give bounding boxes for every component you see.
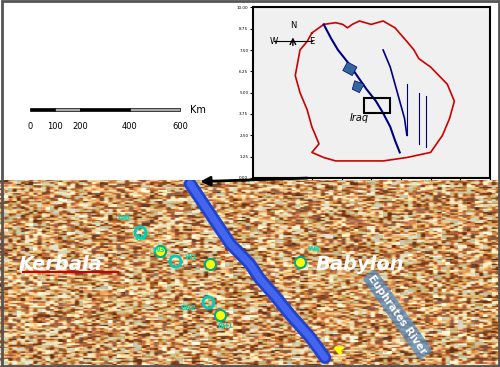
Text: N: N xyxy=(290,21,296,29)
Text: Iraq: Iraq xyxy=(350,113,369,123)
Text: W6: W6 xyxy=(118,215,130,221)
Polygon shape xyxy=(343,62,357,76)
Text: BH2: BH2 xyxy=(180,305,196,311)
Text: Kerbala: Kerbala xyxy=(18,255,102,273)
Text: 400: 400 xyxy=(122,122,138,131)
Text: 200: 200 xyxy=(72,122,88,131)
Polygon shape xyxy=(352,81,364,93)
Bar xyxy=(55,108,80,112)
Text: Euphrates River: Euphrates River xyxy=(366,273,428,356)
Text: W3: W3 xyxy=(152,247,165,253)
Bar xyxy=(80,108,130,112)
Text: W2: W2 xyxy=(135,235,147,241)
Text: 100: 100 xyxy=(47,122,63,131)
Text: E: E xyxy=(309,37,314,46)
Text: W: W xyxy=(270,37,278,46)
Text: Babylon: Babylon xyxy=(316,255,404,273)
Text: 600: 600 xyxy=(172,122,188,131)
Text: W1: W1 xyxy=(185,254,198,260)
Text: W8: W8 xyxy=(308,246,320,252)
Bar xyxy=(364,98,390,113)
Text: BH1: BH1 xyxy=(218,323,234,329)
Text: Km: Km xyxy=(190,105,206,115)
Text: 0: 0 xyxy=(28,122,32,131)
Bar xyxy=(130,108,180,112)
Bar xyxy=(30,108,55,112)
